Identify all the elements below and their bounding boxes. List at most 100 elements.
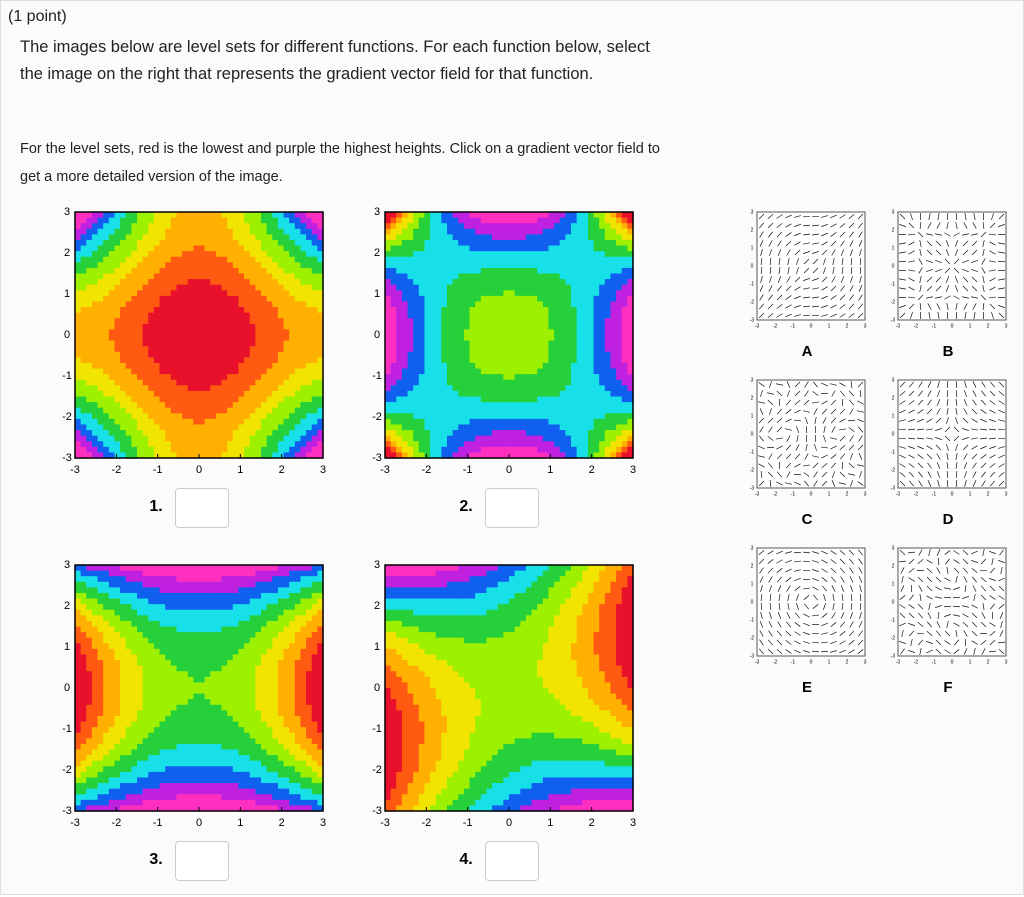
contour-cell (587, 351, 595, 358)
contour-cell (182, 385, 189, 392)
contour-cell (576, 340, 583, 347)
contour-cell (170, 598, 178, 605)
contour-cell (413, 223, 420, 230)
contour-cell (199, 234, 206, 241)
contour-cell (187, 295, 194, 303)
contour-cell (480, 424, 488, 431)
contour-cell (137, 217, 144, 224)
contour-cell (266, 357, 273, 364)
contour-cell (165, 565, 172, 572)
contour-cell (503, 262, 510, 269)
contour-cell (148, 329, 155, 336)
contour-cell (193, 279, 200, 286)
contour-cell (458, 284, 465, 291)
contour-cell (86, 239, 93, 247)
contour-cell (587, 335, 595, 342)
contour-cell (199, 223, 206, 230)
contour-cell (261, 307, 268, 314)
contour-cell (424, 402, 431, 409)
contour-cell (210, 396, 217, 403)
contour-cell (199, 346, 206, 353)
x-tick-label: 0 (196, 464, 202, 476)
contour-cell (548, 217, 555, 224)
contour-cell (120, 452, 127, 459)
contour-cell (75, 357, 82, 364)
contour-cell (176, 693, 183, 700)
contour-cell (199, 665, 206, 672)
contour-cell (531, 312, 538, 319)
contour-cell (283, 446, 290, 454)
contour-cell (80, 413, 87, 420)
contour-cell (492, 368, 499, 375)
contour-cell (108, 239, 116, 247)
contour-cell (131, 604, 138, 611)
contour-cell (159, 251, 166, 258)
contour-cell (396, 307, 403, 314)
contour-cell (221, 290, 228, 297)
contour-cell (542, 295, 550, 303)
contour-cell (452, 284, 459, 291)
contour-cell (165, 620, 172, 628)
contour-cell (621, 217, 628, 224)
contour-cell (232, 295, 240, 303)
contour-cell (75, 424, 82, 431)
contour-cell (108, 279, 116, 286)
contour-cell (616, 245, 623, 252)
contour-cell (199, 379, 206, 386)
contour-cell (311, 357, 318, 364)
contour-cell (554, 351, 561, 358)
contour-cell (599, 357, 606, 364)
contour-cell (463, 318, 471, 325)
contour-cell (170, 665, 178, 672)
contour-cell (610, 312, 617, 319)
contour-cell (204, 312, 211, 319)
contour-cell (114, 424, 121, 431)
contour-cell (108, 665, 116, 672)
contour-cell (86, 632, 93, 639)
contour-cell (103, 402, 110, 409)
contour-cell (170, 727, 178, 734)
contour-cell (176, 727, 183, 734)
contour-cell (531, 390, 538, 398)
contour-cell (621, 374, 628, 381)
contour-cell (199, 245, 206, 252)
contour-cell (75, 604, 82, 611)
contour-cell (244, 284, 251, 291)
contour-cell (193, 323, 200, 331)
contour-cell (193, 783, 200, 790)
contour-cell (204, 682, 211, 689)
points: (1 point) (8, 8, 67, 25)
contour-cell (170, 340, 178, 347)
contour-cell (261, 346, 268, 353)
contour-cell (210, 295, 217, 303)
contour-cell (210, 390, 217, 398)
contour-cell (125, 581, 132, 588)
contour-cell (244, 329, 251, 336)
contour-cell (447, 223, 454, 230)
contour-cell (249, 357, 256, 364)
contour-cell (176, 615, 183, 622)
contour-cell (272, 245, 279, 252)
contour-cell (97, 329, 104, 336)
contour-cell (272, 335, 279, 342)
contour-cell (418, 212, 426, 219)
contour-cell (227, 340, 234, 347)
contour-cell (317, 284, 324, 291)
contour-cell (283, 362, 290, 370)
contour-cell (486, 346, 493, 353)
contour-cell (91, 273, 99, 280)
contour-cell (520, 245, 527, 252)
contour-cell (401, 402, 409, 409)
contour-cell (525, 424, 533, 431)
contour-cell (97, 654, 104, 661)
contour-cell (120, 318, 127, 325)
contour-cell (232, 446, 240, 454)
contour-cell (531, 346, 538, 353)
contour-cell (255, 290, 262, 297)
contour-cell (441, 262, 448, 269)
contour-cell (159, 626, 166, 633)
contour-cell (148, 340, 155, 347)
contour-cell (193, 446, 200, 454)
contour-cell (452, 390, 459, 398)
contour-cell (153, 682, 161, 689)
